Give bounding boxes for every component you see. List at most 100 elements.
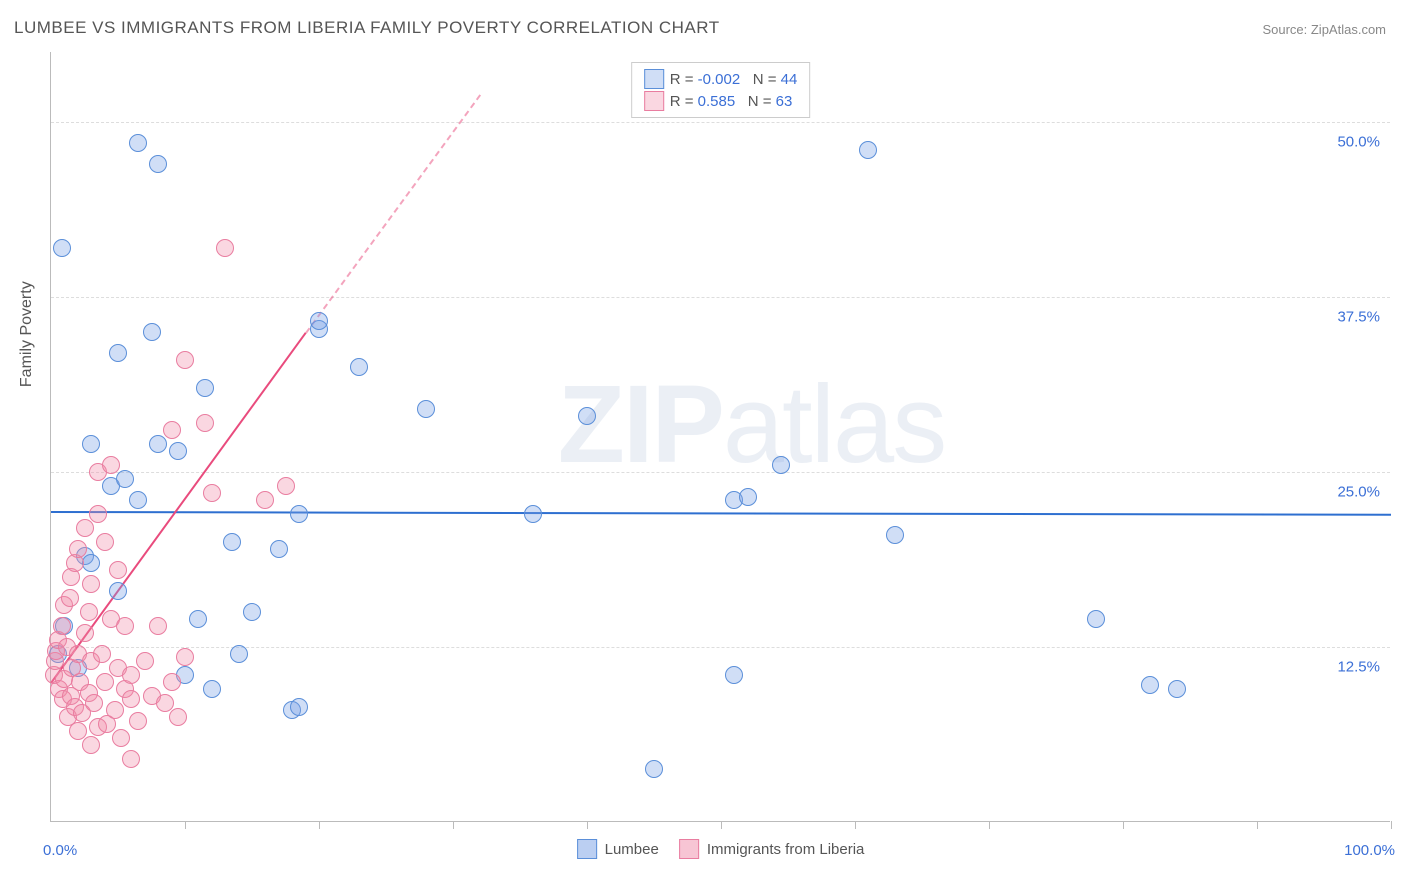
series-legend: Lumbee Immigrants from Liberia xyxy=(577,839,865,859)
data-point xyxy=(270,540,288,558)
data-point xyxy=(1141,676,1159,694)
data-point xyxy=(80,603,98,621)
x-tick-label: 100.0% xyxy=(1344,842,1395,859)
data-point xyxy=(116,617,134,635)
data-point xyxy=(102,456,120,474)
data-point xyxy=(106,701,124,719)
watermark-rest: atlas xyxy=(723,362,945,485)
x-tick xyxy=(1123,821,1124,829)
data-point xyxy=(69,722,87,740)
data-point xyxy=(96,673,114,691)
data-point xyxy=(1168,680,1186,698)
data-point xyxy=(277,477,295,495)
data-point xyxy=(122,750,140,768)
data-point xyxy=(216,239,234,257)
data-point xyxy=(82,554,100,572)
x-tick xyxy=(185,821,186,829)
chart-title: LUMBEE VS IMMIGRANTS FROM LIBERIA FAMILY… xyxy=(14,18,720,38)
data-point xyxy=(122,690,140,708)
x-tick xyxy=(855,821,856,829)
plot-area: ZIPatlas R = -0.002 N = 44 R = 0.585 N = … xyxy=(50,52,1390,822)
legend-item: Immigrants from Liberia xyxy=(679,839,865,859)
data-point xyxy=(230,645,248,663)
data-point xyxy=(69,540,87,558)
trend-line xyxy=(51,511,1391,516)
data-point xyxy=(89,505,107,523)
data-point xyxy=(76,624,94,642)
data-point xyxy=(136,652,154,670)
data-point xyxy=(53,617,71,635)
data-point xyxy=(290,698,308,716)
legend-swatch xyxy=(644,69,664,89)
data-point xyxy=(116,470,134,488)
data-point xyxy=(122,666,140,684)
x-tick xyxy=(721,821,722,829)
y-tick-label: 12.5% xyxy=(1337,659,1380,676)
data-point xyxy=(109,582,127,600)
y-axis-title: Family Poverty xyxy=(18,281,36,387)
data-point xyxy=(645,760,663,778)
data-point xyxy=(176,648,194,666)
data-point xyxy=(53,239,71,257)
data-point xyxy=(256,491,274,509)
data-point xyxy=(169,708,187,726)
data-point xyxy=(417,400,435,418)
x-tick xyxy=(319,821,320,829)
source-label: Source: ZipAtlas.com xyxy=(1262,22,1386,37)
data-point xyxy=(189,610,207,628)
gridline xyxy=(51,122,1390,123)
x-tick xyxy=(989,821,990,829)
data-point xyxy=(129,712,147,730)
data-point xyxy=(129,134,147,152)
data-point xyxy=(578,407,596,425)
y-tick-label: 50.0% xyxy=(1337,134,1380,151)
data-point xyxy=(196,414,214,432)
data-point xyxy=(243,603,261,621)
legend-label: Immigrants from Liberia xyxy=(707,841,865,858)
legend-label: Lumbee xyxy=(605,841,659,858)
data-point xyxy=(290,505,308,523)
correlation-legend: R = -0.002 N = 44 R = 0.585 N = 63 xyxy=(631,62,811,118)
y-tick-label: 37.5% xyxy=(1337,309,1380,326)
data-point xyxy=(85,694,103,712)
data-point xyxy=(109,561,127,579)
data-point xyxy=(82,736,100,754)
data-point xyxy=(169,442,187,460)
data-point xyxy=(109,344,127,362)
legend-item: Lumbee xyxy=(577,839,659,859)
data-point xyxy=(82,435,100,453)
data-point xyxy=(859,141,877,159)
data-point xyxy=(524,505,542,523)
data-point xyxy=(61,589,79,607)
data-point xyxy=(223,533,241,551)
r-label: R = 0.585 N = 63 xyxy=(670,93,793,110)
y-tick-label: 25.0% xyxy=(1337,484,1380,501)
data-point xyxy=(149,435,167,453)
watermark: ZIPatlas xyxy=(558,360,945,487)
data-point xyxy=(129,491,147,509)
data-point xyxy=(93,645,111,663)
data-point xyxy=(203,680,221,698)
x-tick xyxy=(1391,821,1392,829)
data-point xyxy=(1087,610,1105,628)
legend-swatch xyxy=(577,839,597,859)
x-tick xyxy=(587,821,588,829)
legend-swatch xyxy=(679,839,699,859)
data-point xyxy=(350,358,368,376)
data-point xyxy=(149,155,167,173)
data-point xyxy=(76,519,94,537)
r-label: R = -0.002 N = 44 xyxy=(670,71,798,88)
x-tick xyxy=(453,821,454,829)
data-point xyxy=(196,379,214,397)
data-point xyxy=(82,575,100,593)
gridline xyxy=(51,647,1390,648)
data-point xyxy=(156,694,174,712)
legend-stat-row: R = 0.585 N = 63 xyxy=(644,91,798,111)
legend-stat-row: R = -0.002 N = 44 xyxy=(644,69,798,89)
data-point xyxy=(163,421,181,439)
data-point xyxy=(163,673,181,691)
x-tick-label: 0.0% xyxy=(43,842,77,859)
data-point xyxy=(149,617,167,635)
data-point xyxy=(725,666,743,684)
gridline xyxy=(51,472,1390,473)
